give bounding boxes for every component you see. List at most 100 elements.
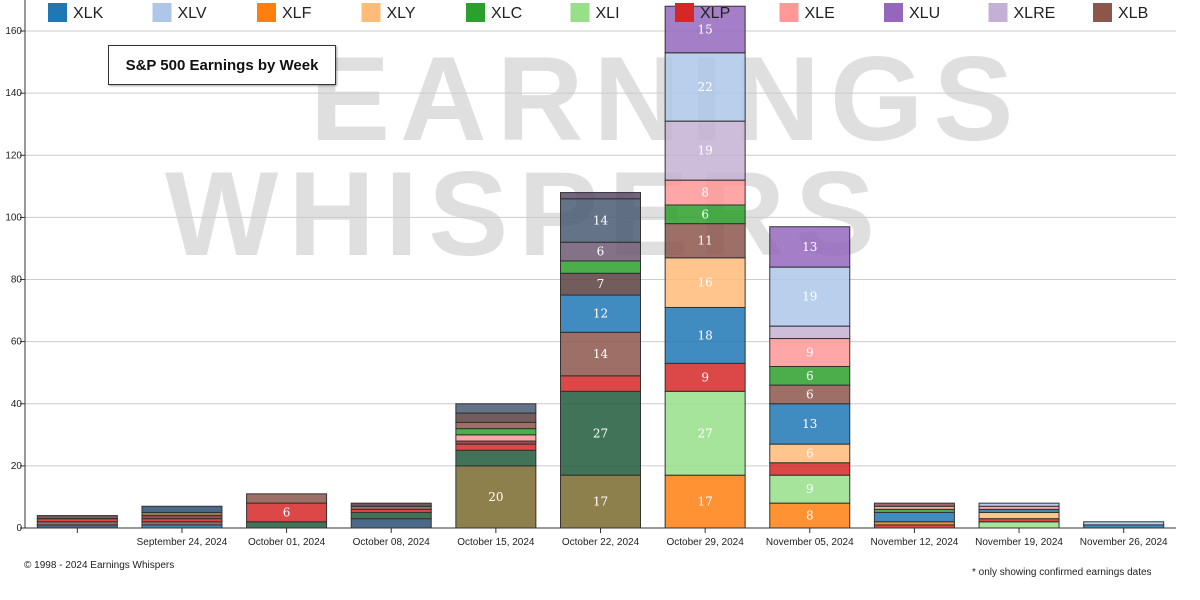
x-tick-label: November 12, 2024: [870, 537, 958, 548]
legend-swatch: [361, 3, 381, 22]
bar-data-label: 12: [593, 307, 608, 321]
bar-data-label: 27: [593, 426, 608, 440]
bar-segment: [560, 198, 641, 243]
legend-swatch: [1093, 3, 1112, 22]
bar-data-label: 9: [806, 482, 814, 496]
legend-label: XLY: [387, 5, 416, 22]
bar-data-label: 8: [701, 186, 709, 200]
bar-segment: [560, 331, 641, 377]
legend-label: XLU: [909, 5, 940, 22]
bar-data-label: 20: [488, 490, 503, 504]
x-tick-label: October 15, 2024: [457, 537, 535, 548]
bar-segment: [664, 390, 746, 476]
y-tick-label: 120: [5, 150, 22, 161]
bar-segment: [769, 266, 851, 327]
x-tick-label: September 24, 2024: [137, 537, 228, 548]
x-tick-label: November 05, 2024: [766, 537, 854, 548]
watermark-line1: EARNINGS: [310, 32, 1023, 166]
copyright-notice: © 1998 - 2024 Earnings Whispers: [24, 560, 175, 571]
bar-segment: [36, 515, 118, 520]
legend-label: XLI: [596, 5, 620, 22]
bar-data-label: 18: [697, 328, 712, 342]
y-tick-label: 60: [11, 337, 23, 348]
x-tick-label: October 08, 2024: [353, 537, 431, 548]
legend-swatch: [570, 3, 590, 22]
bar-data-label: 6: [806, 446, 814, 460]
bar-segment: [455, 443, 537, 451]
bar-segment: [350, 502, 432, 507]
bar-data-label: 9: [806, 346, 814, 360]
bar-data-label: 22: [697, 80, 712, 94]
x-tick-label: October 01, 2024: [248, 537, 326, 548]
legend-swatch: [466, 3, 485, 22]
bar-segment: [455, 434, 537, 442]
bar-data-label: 14: [593, 214, 609, 228]
bar-segment: [769, 403, 851, 445]
bar-segment: [455, 428, 537, 436]
legend-label: XLF: [282, 5, 312, 22]
bar-segment: [560, 192, 641, 200]
bar-segment: [455, 403, 537, 414]
y-tick-label: 40: [11, 399, 23, 410]
legend-label: XLK: [73, 5, 104, 22]
bar-data-label: 15: [697, 23, 712, 37]
x-tick-label: October 29, 2024: [666, 537, 744, 548]
bar-segment: [141, 505, 223, 513]
y-tick-label: 0: [16, 523, 22, 534]
legend-label: XLV: [178, 5, 207, 22]
bar-segment: [560, 375, 641, 392]
bar-data-label: 19: [697, 144, 712, 158]
legend-swatch: [675, 3, 694, 22]
bar-segment: [350, 511, 432, 520]
bar-data-label: 9: [701, 370, 709, 384]
legend-swatch: [48, 3, 67, 22]
legend-label: XLE: [805, 5, 835, 22]
bar-segment: [455, 412, 537, 423]
bar-segment: [769, 462, 851, 476]
bar-data-label: 13: [802, 417, 817, 431]
bar-data-label: 6: [806, 387, 814, 401]
y-tick-label: 140: [5, 88, 22, 99]
bar-segment: [1083, 521, 1165, 526]
bar-segment: [769, 325, 851, 340]
bar-segment: [873, 502, 955, 507]
bar-segment: [664, 362, 746, 392]
legend-swatch: [884, 3, 903, 22]
bar-segment: [664, 179, 746, 206]
bar-segment: [873, 511, 955, 523]
bar-segment: [978, 502, 1060, 507]
axes: 0 20 40 60 80 100 120 140 160 September 24, 2024 O…: [5, 0, 1176, 548]
bar-segment: [664, 120, 746, 181]
x-tick-label: October 22, 2024: [562, 537, 640, 548]
y-tick-label: 160: [5, 26, 22, 37]
bar-data-label: 6: [701, 207, 709, 221]
legend-swatch: [988, 3, 1008, 22]
footnote: * only showing confirmed earnings dates: [972, 567, 1152, 578]
legend-swatch: [257, 3, 276, 22]
legend-label: XLP: [700, 5, 730, 22]
bar-segment: [978, 521, 1060, 529]
chart-title: S&P 500 Earnings by Week: [108, 45, 336, 85]
bar-data-label: 6: [597, 245, 605, 259]
bars: 6 20 17 27 14 12 7 6 14 17 27 9 18 16 11 6 8 19 22 15 8 9 6 13 6…: [36, 5, 1165, 529]
bar-data-label: 8: [806, 509, 814, 523]
legend-label: XLB: [1118, 5, 1148, 22]
bar-segment: [455, 421, 537, 430]
y-tick-label: 100: [5, 212, 22, 223]
bar-segment: [455, 449, 537, 467]
bar-data-label: 13: [802, 240, 817, 254]
bar-segment: [664, 474, 746, 529]
bar-segment: [246, 521, 328, 529]
bar-segment: [769, 474, 851, 504]
x-tick-label: November 19, 2024: [975, 537, 1063, 548]
watermark-logo: EARNINGS WHISPERS: [165, 32, 1023, 281]
legend-label: XLC: [491, 5, 522, 22]
bar-segment: [560, 260, 641, 274]
bar-segment: [664, 52, 746, 122]
legend: XLK XLV XLF XLY XLC XLI XLP XLE XLU XLRE XLB: [48, 3, 1148, 22]
bar-segment: [664, 223, 746, 259]
bar-data-label: 6: [283, 505, 291, 519]
y-tick-label: 80: [11, 275, 23, 286]
bar-segment: [246, 493, 328, 504]
